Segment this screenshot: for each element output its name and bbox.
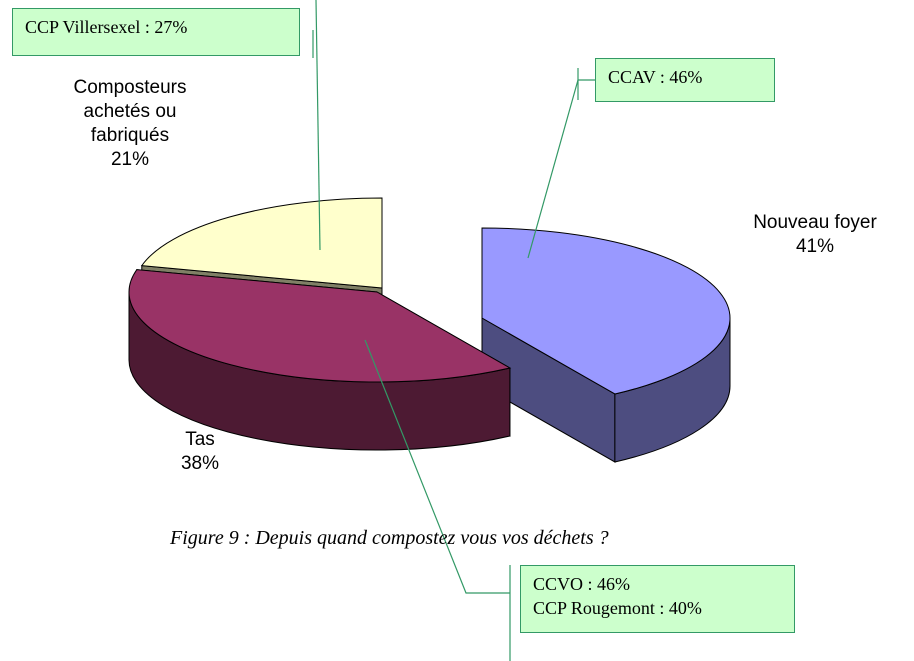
callout-text: CCVO : 46% xyxy=(533,574,631,594)
category-label: Nouveau foyer xyxy=(753,212,877,233)
value-label: 21% xyxy=(110,149,150,170)
value-label: 41% xyxy=(795,236,835,257)
caption: Figure 9 : Depuis quand compostez vous v… xyxy=(170,527,609,549)
callout-text: CCP Rougemont : 40% xyxy=(533,598,702,618)
callout-lines xyxy=(312,0,595,661)
slice-label: Composteurs achetés ou fabriqués 21% xyxy=(45,76,215,172)
callout: CCVO : 46% CCP Rougemont : 40% xyxy=(520,565,795,633)
callout: CCP Villersexel : 27% xyxy=(12,8,300,56)
callout-line xyxy=(364,339,510,594)
callout-text: CCP Villersexel : 27% xyxy=(25,17,188,37)
callout-text: CCAV : 46% xyxy=(608,67,703,87)
slice-label: Tas 38% xyxy=(150,428,250,476)
value-label: 38% xyxy=(180,453,220,474)
callout: CCAV : 46% xyxy=(595,58,775,102)
slice xyxy=(128,269,512,383)
category-label: Tas xyxy=(185,429,215,450)
category-label: Composteurs achetés ou fabriqués xyxy=(73,77,187,146)
callout-line xyxy=(315,0,321,251)
slice-label: Nouveau foyer 41% xyxy=(725,211,905,259)
pie xyxy=(128,197,731,463)
slice xyxy=(481,227,731,395)
slice xyxy=(140,197,383,289)
